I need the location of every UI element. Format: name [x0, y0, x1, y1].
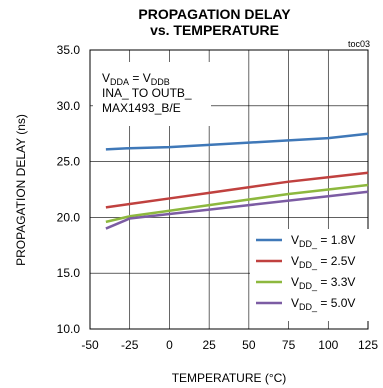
series-line-4 — [105, 190, 369, 230]
x-tick-label: 125 — [358, 338, 378, 352]
x-tick-label: 100 — [318, 338, 338, 352]
y-tick-label: 25.0 — [57, 155, 81, 169]
series-lines — [105, 132, 369, 230]
x-tick-label: -25 — [121, 338, 139, 352]
series-line-1 — [105, 132, 369, 151]
y-tick-label: 20.0 — [57, 210, 81, 224]
y-axis-label: PROPAGATION DELAY (ns) — [14, 114, 28, 266]
conditions-vdda-vddb: VDDA = VDDB — [102, 71, 170, 87]
conditions-part-number: MAX1493_B/E — [102, 101, 181, 115]
tick-labels: -50 -25 0 25 50 75 100 125 10.0 15.0 20.0 25.0 30.0 3… — [57, 43, 379, 352]
legend-label: VDD_ = 1.8V — [291, 233, 355, 249]
y-tick-label: 15.0 — [57, 266, 81, 280]
plot-frame — [89, 49, 369, 330]
x-tick-label: 0 — [166, 338, 173, 352]
x-tick-label: -50 — [81, 338, 99, 352]
legend: VDD_ = 1.8V VDD_ = 2.5V VDD_ = 3.3V VDD_ = … — [256, 233, 355, 312]
conditions-box — [93, 62, 211, 126]
chart-title-line-2: vs. TEMPERATURE — [150, 22, 279, 38]
x-tick-label: 50 — [242, 338, 256, 352]
legend-label: VDD_ = 3.3V — [291, 275, 355, 291]
x-tick-label: 75 — [282, 338, 296, 352]
chart-title-line-1: PROPAGATION DELAY — [138, 6, 291, 22]
x-axis-label: TEMPERATURE (°C) — [172, 371, 287, 385]
y-tick-label: 10.0 — [57, 322, 81, 336]
series-line-3 — [105, 183, 369, 224]
axes — [89, 49, 369, 330]
x-tick-label: 25 — [202, 338, 216, 352]
figure-id-label: toc03 — [348, 39, 370, 49]
conditions-signal-path: INA_ TO OUTB_ — [102, 86, 192, 100]
legend-label: VDD_ = 2.5V — [291, 254, 355, 270]
legend-label: VDD_ = 5.0V — [291, 296, 355, 312]
y-tick-label: 30.0 — [57, 99, 81, 113]
y-tick-label: 35.0 — [57, 43, 81, 57]
series-line-2 — [105, 171, 369, 209]
legend-box — [250, 229, 370, 321]
